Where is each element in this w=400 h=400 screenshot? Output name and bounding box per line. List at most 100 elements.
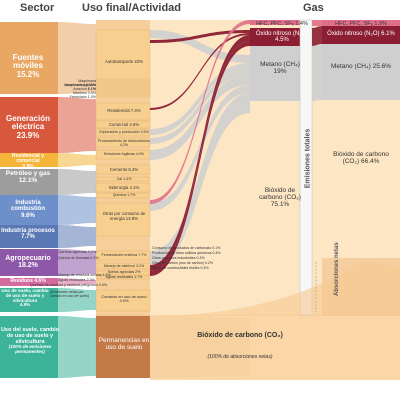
n2o-flow-0 [150,30,250,43]
use-block-19 [95,275,151,280]
note-vapor: Vapor de combustibles fósiles 0.4% [152,266,209,270]
bottom-co2-label: Bióxido de carbono (CO₂) [197,332,283,339]
ch4-flow-6 [150,105,250,271]
sector-label-uso-suelo-permanente: Uso del suelo, cambio de uso de suelo y … [0,327,60,355]
note-quema-biomasa: Quema de biomasa 0.1% [58,256,99,260]
use-estiercol: Manejo de estiércol 3.2% [103,264,145,268]
connector-ch4 [312,44,322,101]
use-cambios-uso-suelo: Cambios en uso de suelo 4.9% [101,294,147,304]
sector-label-generacion: Generación eléctrica 23.9% [5,114,50,140]
header-gas: Gas [303,2,324,14]
sector-flow-6 [58,249,96,276]
use-siderurgia: Siderurgia 4.1% [108,185,140,190]
use-block-3 [95,86,151,90]
use-maquinaria-agricola: Maquinaria agrícola 0.1% [64,83,96,91]
use-autotransporte: Autotransporte 22% [105,59,143,64]
sector-label-uso-suelo: Uso de suelo, cambio de uso de suelo y s… [1,288,49,308]
gas-right-hfc: HFC, PFC, SF₆ 1.9% [335,21,387,27]
use-block-12 [95,176,151,182]
note-quemas-agricolas: Quemas agrícolas 0.2% [58,250,97,254]
use-comercial: Comercial 2.6% [108,122,140,127]
gas-right-node-ch4 [322,44,400,100]
sector-label-fuentes-moviles: Fuentes móviles 15.2% [12,53,44,79]
sector-block-9 [0,316,58,378]
header-uso-final: Uso final/Actividad [82,2,182,14]
use-block-4 [95,90,151,94]
use-fermentacion: Fermentación entérica 7.7% [101,253,147,257]
vertical-emisiones-totales: Emisiones totales [304,128,312,189]
use-block-2 [95,82,151,86]
sector-label-petroleo: Petróleo y gas 12.1% [5,170,51,184]
use-block-14 [95,192,151,199]
gas-right-ch4: Metano (CH₄) 25.6% [330,63,392,70]
sector-label-residuos: Residuos 4.6% [10,278,46,284]
use-procesamiento: Procesamiento de hidrocarburos 4.2% [98,139,150,147]
sector-block-0 [0,22,58,94]
gas-right-n2o: Óxido nitroso (N₂O) 6.1% [327,31,395,37]
gas-right-node-co2 [322,100,400,258]
use-permanencias: Permanencias en uso de suelo [98,337,150,351]
ch4-flow-0 [150,30,250,63]
use-ferroviario: Ferroviario 1.0% [69,95,96,99]
use-suelos-agricolas: Suelos agrícolas 2% [107,270,141,274]
gas-mid-ch4: Metano (CH₄) 19% [260,61,300,75]
ch4-flow-3 [150,75,250,160]
sector-flow-7 [58,278,96,286]
use-maritimo: Marítimo 0.5% [72,91,96,95]
use-block-1 [95,78,151,82]
gas-node-hfc [250,20,312,25]
note-aguas-residuales: Aguas residuales 2.3% [58,278,95,282]
use-block-11 [95,164,151,175]
use-fugitivas: Emisiones fugitivas 4.0% [104,152,144,156]
note-quema-residuos: Quemas de residuos y residuos peligrosos… [30,283,108,287]
sector-block-7 [0,278,58,286]
gas-node-n2o [250,28,312,46]
sector-block-4 [0,195,58,225]
gas-mid-n2o: Óxido nitroso (N₂O) 4.5% [255,31,309,44]
note-emisiones-netas: (Emisiones netas por cambio en uso de su… [50,290,90,298]
gas-right-node-hfc [322,20,400,26]
connector-n2o [312,26,322,46]
sector-flow-8 [58,288,96,312]
sector-label-industria-combustion: Industria combustión 9.6% [11,200,45,219]
sector-flow-1 [58,97,96,153]
sector-flow-3 [58,169,96,195]
sector-label-agropecuario: Agropecuario 18.2% [5,255,51,270]
use-block-13 [95,182,151,193]
permanencias-flow [150,316,250,378]
note-quimicos: Producción de otros sólidos químicos 0.4… [152,251,221,255]
sector-block-3 [0,169,58,195]
absorption-curve [150,262,400,316]
header-sector: Sector [20,2,55,14]
bottom-co2-note: (100% de absorciones netas) [207,354,273,360]
sector-flow-9 [58,316,96,378]
vertical-absorciones-netas: Absorciones netas [334,242,340,296]
ch4-flow-4 [150,85,250,211]
sector-block-6 [0,249,58,276]
sector-flow-2 [58,153,96,167]
ch4-flow-2 [150,69,250,144]
use-block-6 [95,102,151,121]
use-aviacion: Aviación 1.1% [73,87,96,91]
hfc-flow [150,20,250,204]
use-otras-energia: Otras por consumo de energía 13.8% [102,211,146,221]
use-block-20 [95,289,151,312]
use-residencial: Residencial 7.4% [107,108,141,113]
sector-flow-4 [58,195,96,225]
use-exploracion: Exploración y producción 3.5% [99,130,149,134]
sector-block-2 [0,153,58,167]
note-otros-carbon: Otros de carbón (uso de carbón) 0.2% [152,261,214,265]
use-block-7 [95,120,151,129]
sector-label-residencial: Residencial y comercial 3.9% [12,153,44,170]
n2o-flow-3 [150,41,250,276]
sector-block-8 [0,288,58,312]
permanencias-block [96,316,150,378]
note-otros-procesos: Otros procesos industriales 0.4% [152,256,205,260]
n2o-flow-2 [150,35,250,271]
use-maquinaria-construccion: Maquinaria construcción 0.05% [64,79,96,87]
note-residuos-solidos: Manejo de residuos sólidos 1.5% [58,273,111,277]
use-cemento: Cemento 5.4% [109,167,139,172]
use-block-5 [95,94,151,98]
sector-block-5 [0,225,58,248]
